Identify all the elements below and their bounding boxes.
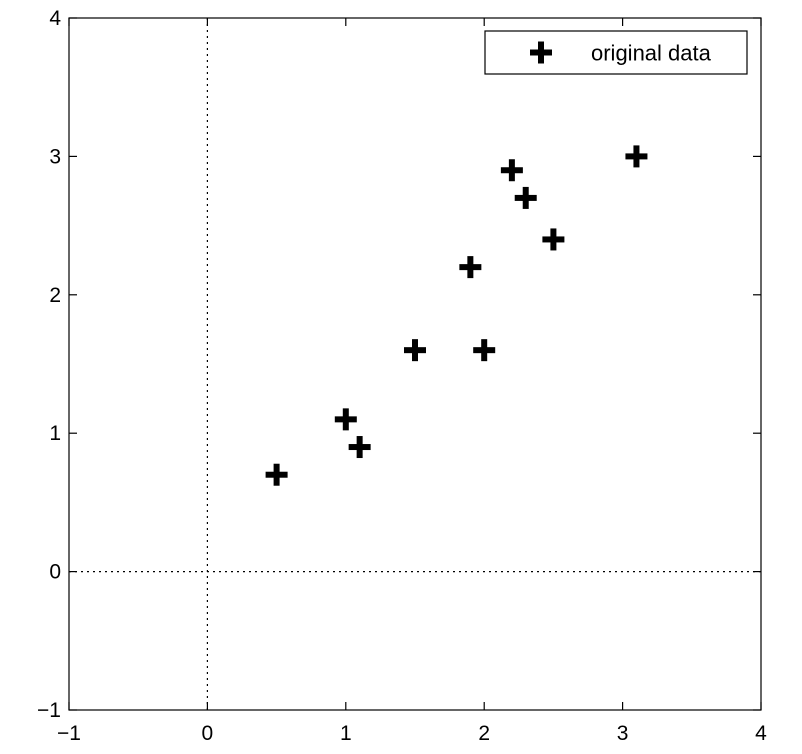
data-point: [404, 339, 426, 362]
y-tick-label: 2: [49, 284, 61, 307]
y-tick-label: 3: [49, 145, 61, 168]
data-point: [473, 339, 496, 362]
y-tick-label: 1: [49, 422, 61, 445]
data-point: [514, 186, 537, 209]
data-point: [348, 436, 371, 459]
legend-marker-plus-icon: [530, 41, 552, 64]
x-tick-label: 0: [202, 722, 214, 745]
legend-label: original data: [591, 41, 712, 66]
data-point: [625, 145, 648, 168]
y-tick-label: −1: [37, 699, 61, 722]
x-tick-label: 2: [478, 722, 490, 745]
legend-box: [484, 30, 748, 75]
x-tick-label: 3: [617, 722, 629, 745]
data-points: [265, 145, 648, 486]
data-point: [459, 256, 482, 279]
x-tick-label: −1: [57, 722, 81, 745]
legend-plus-marker: [530, 41, 552, 64]
data-point: [500, 159, 523, 182]
data-point: [265, 463, 288, 486]
x-tick-label: 4: [755, 722, 767, 745]
tick-labels: −1 0 1 2 3 4 −1 0 1 2 3 4: [37, 7, 767, 745]
data-point: [542, 228, 565, 251]
x-tick-label: 1: [340, 722, 352, 745]
y-tick-label: 0: [49, 561, 61, 584]
axis-ticks: [68, 17, 762, 711]
y-tick-label: 4: [49, 7, 61, 30]
plot-frame: [68, 17, 762, 711]
data-point: [334, 408, 357, 431]
reference-lines: [69, 18, 761, 710]
legend: original data: [484, 30, 748, 75]
